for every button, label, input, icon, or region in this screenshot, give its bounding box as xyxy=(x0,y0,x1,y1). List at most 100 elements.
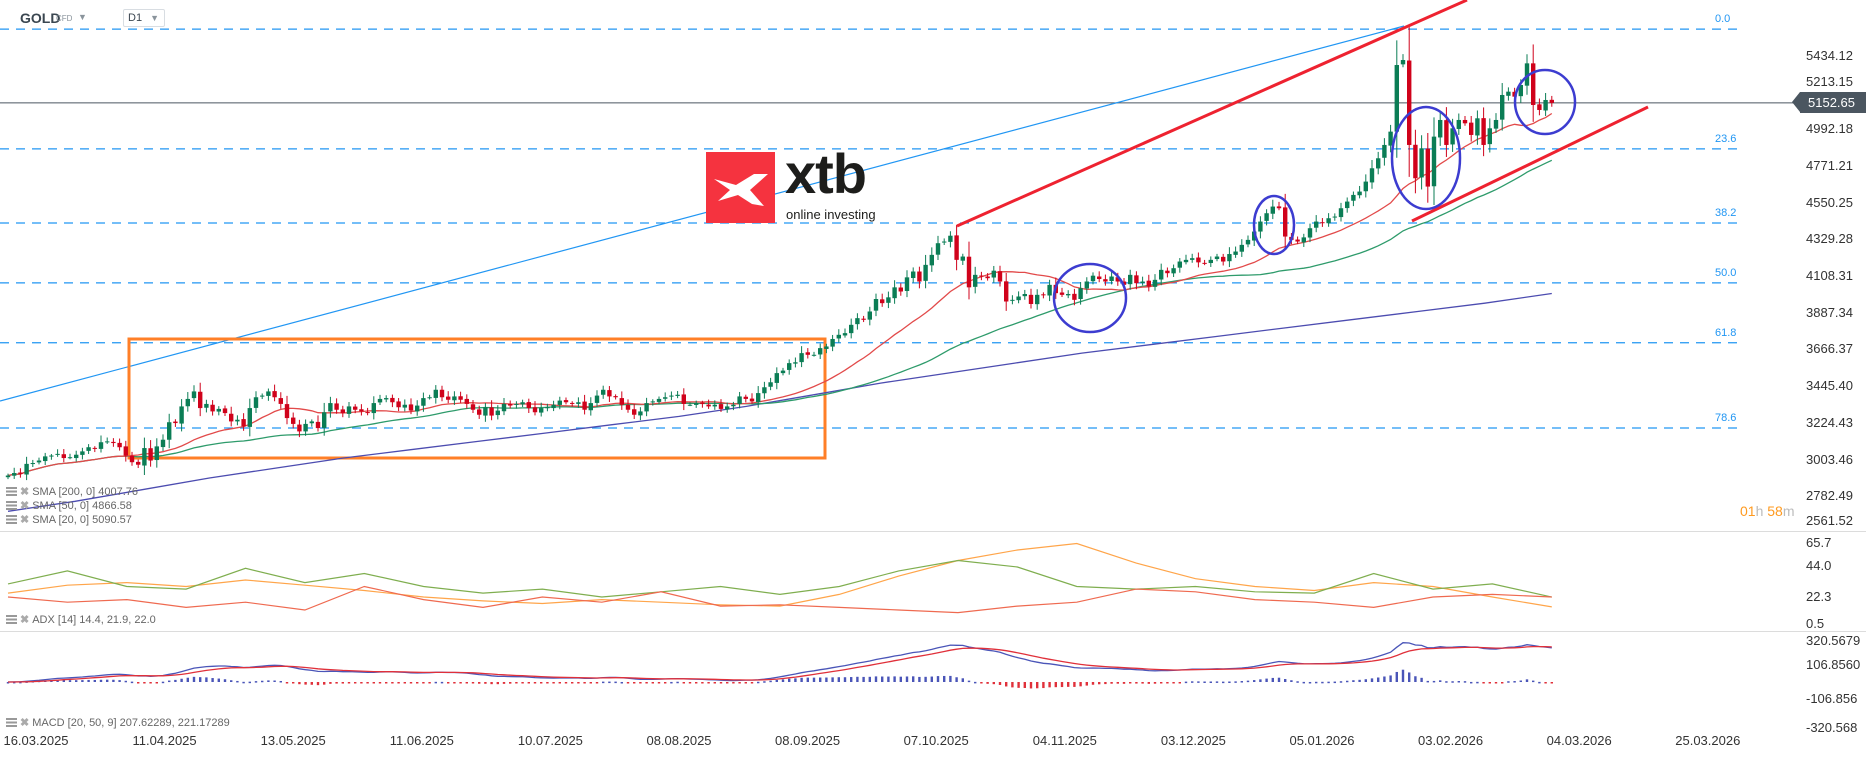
settings-icon[interactable] xyxy=(6,615,17,624)
candle-body xyxy=(911,271,916,279)
candle-body xyxy=(359,409,364,412)
macd-histogram-bar xyxy=(1054,682,1057,688)
legend-sma50[interactable]: ✖ SMA [50, 0] 4866.58 xyxy=(6,500,132,513)
candle-body xyxy=(1047,284,1052,296)
date-tick-label: 10.07.2025 xyxy=(517,733,583,748)
macd-histogram-bar xyxy=(1067,682,1070,687)
macd-histogram-bar xyxy=(471,682,475,684)
candle-body xyxy=(1320,222,1325,224)
macd-histogram-bar xyxy=(1451,681,1454,683)
symbol-dropdown-icon[interactable]: ▼ xyxy=(78,12,87,22)
macd-histogram-bar xyxy=(310,682,313,685)
macd-histogram-bar xyxy=(763,681,766,683)
macd-histogram-bar xyxy=(1426,680,1429,683)
macd-histogram-bar xyxy=(719,682,723,684)
macd-histogram-bar xyxy=(1017,682,1020,688)
macd-histogram-bar xyxy=(304,682,307,685)
candle-body xyxy=(799,353,804,363)
consolidation-rectangle xyxy=(127,337,827,460)
candle-body xyxy=(836,334,841,339)
symbol-name[interactable]: GOLD xyxy=(20,10,61,26)
macd-histogram-bar xyxy=(986,682,989,684)
date-tick-label: 08.09.2025 xyxy=(775,733,841,748)
macd-histogram-bar xyxy=(1178,682,1181,684)
macd-histogram-bar xyxy=(564,682,568,684)
macd-histogram-bar xyxy=(1414,676,1417,682)
date-tick-label: 05.01.2026 xyxy=(1289,733,1355,748)
macd-histogram-bar xyxy=(918,676,921,682)
candle-body xyxy=(805,352,810,355)
highlight-circle xyxy=(1052,262,1128,334)
macd-histogram-bar xyxy=(1023,682,1026,688)
close-icon[interactable]: ✖ xyxy=(20,717,30,729)
macd-histogram-bar xyxy=(1259,679,1262,682)
macd-histogram-bar xyxy=(502,682,506,684)
macd-histogram-bar xyxy=(335,682,338,684)
candle-body xyxy=(656,398,662,402)
settings-icon[interactable] xyxy=(6,718,17,727)
legend-adx[interactable]: ✖ ADX [14] 14.4, 21.9, 22.0 xyxy=(6,614,156,627)
timeframe-select[interactable]: D1 ▼ xyxy=(123,9,165,27)
pane-divider[interactable] xyxy=(0,631,1866,632)
candle-body xyxy=(632,409,637,415)
macd-histogram-bar xyxy=(1036,682,1039,689)
macd-histogram-bar xyxy=(509,682,512,684)
macd-histogram-bar xyxy=(943,675,946,682)
macd-histogram-bar xyxy=(273,680,276,682)
price-tick-label: 3445.40 xyxy=(1806,378,1853,393)
candle-body xyxy=(1152,279,1158,287)
candle-body xyxy=(1109,276,1114,282)
candle-body xyxy=(371,403,376,414)
macd-histogram-bar xyxy=(1470,681,1473,684)
macd-histogram-bar xyxy=(540,682,543,684)
candle-body xyxy=(576,402,581,404)
candle-body xyxy=(340,409,345,414)
close-icon[interactable]: ✖ xyxy=(20,500,30,512)
macd-histogram-bar xyxy=(899,676,902,682)
macd-histogram-bar xyxy=(465,682,468,684)
candle-body xyxy=(1537,104,1542,110)
candle-body xyxy=(61,454,66,459)
candle-body xyxy=(1462,119,1468,124)
adx-tick-label: 22.3 xyxy=(1806,589,1832,604)
macd-histogram-bar xyxy=(936,676,940,682)
candle-body xyxy=(1264,213,1269,221)
macd-histogram-bar xyxy=(1005,682,1008,687)
settings-icon[interactable] xyxy=(6,515,17,524)
candle-body xyxy=(954,235,959,260)
close-icon[interactable]: ✖ xyxy=(20,614,30,626)
candle-body xyxy=(619,398,624,405)
candle-body xyxy=(861,318,866,320)
macd-histogram-bar xyxy=(788,678,791,682)
macd-tick-label: 106.8560 xyxy=(1806,657,1861,672)
pane-divider[interactable] xyxy=(0,531,1866,532)
candle-body xyxy=(1208,259,1213,264)
close-icon[interactable]: ✖ xyxy=(20,514,30,526)
close-icon[interactable]: ✖ xyxy=(20,486,30,498)
macd-histogram-bar xyxy=(161,681,165,684)
settings-icon[interactable] xyxy=(6,501,17,510)
legend-sma20[interactable]: ✖ SMA [20, 0] 5090.57 xyxy=(6,514,132,527)
candle-body xyxy=(309,421,314,424)
timeframe-value: D1 xyxy=(128,12,143,24)
candle-body xyxy=(346,406,352,414)
date-tick-label: 13.05.2025 xyxy=(260,733,326,748)
legend-macd[interactable]: ✖ MACD [20, 50, 9] 207.62289, 221.17289 xyxy=(6,717,230,730)
macd-histogram-bar xyxy=(130,681,134,684)
candle-body xyxy=(625,404,631,410)
candle-body xyxy=(1301,237,1306,243)
candle-body xyxy=(43,456,48,462)
macd-histogram-bar xyxy=(68,680,72,682)
macd-histogram-bar xyxy=(106,679,109,682)
macd-histogram-bar xyxy=(254,681,258,683)
channel-upper-line xyxy=(956,0,1468,228)
macd-histogram-bar xyxy=(912,676,915,682)
settings-icon[interactable] xyxy=(6,487,17,496)
legend-sma200[interactable]: ✖ SMA [200, 0] 4007.76 xyxy=(6,486,138,499)
candle-body xyxy=(303,423,308,432)
candle-body xyxy=(427,397,432,399)
candle-body xyxy=(1413,144,1418,179)
macd-histogram-bar xyxy=(831,677,834,682)
candle-body xyxy=(774,373,779,383)
